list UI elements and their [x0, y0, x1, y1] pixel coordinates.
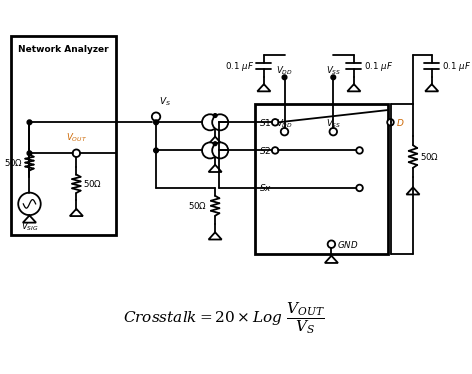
Text: $50\Omega$: $50\Omega$ [420, 151, 439, 162]
Circle shape [329, 128, 337, 135]
Circle shape [154, 120, 159, 125]
Circle shape [152, 113, 160, 121]
Text: $0.1\ \mu F$: $0.1\ \mu F$ [225, 59, 253, 73]
Polygon shape [347, 84, 361, 91]
Text: $V_{DD}$: $V_{DD}$ [276, 118, 293, 131]
Text: $\mathit{Crosstalk} = 20 \times \mathit{Log}\ \dfrac{V_{OUT}}{V_S}$: $\mathit{Crosstalk} = 20 \times \mathit{… [124, 300, 326, 336]
Circle shape [18, 193, 41, 215]
Circle shape [154, 148, 159, 153]
Text: $V_{SIG}$: $V_{SIG}$ [21, 221, 38, 233]
Text: $0.1\ \mu F$: $0.1\ \mu F$ [364, 59, 393, 73]
Polygon shape [209, 137, 222, 144]
Circle shape [202, 114, 218, 130]
Text: $0.1\ \mu F$: $0.1\ \mu F$ [442, 59, 471, 73]
Polygon shape [23, 215, 36, 223]
Text: $50\Omega$: $50\Omega$ [83, 178, 102, 189]
Circle shape [27, 120, 32, 125]
Bar [11, 36, 116, 235]
Circle shape [272, 119, 278, 126]
Text: $S1$: $S1$ [259, 117, 272, 128]
Text: $D$: $D$ [396, 117, 405, 128]
Text: $V_{SS}$: $V_{SS}$ [326, 118, 341, 131]
Polygon shape [70, 209, 83, 216]
Circle shape [213, 114, 217, 117]
Circle shape [73, 150, 80, 157]
Text: Network Analyzer: Network Analyzer [18, 45, 109, 53]
Polygon shape [209, 232, 222, 239]
Text: $50\Omega$: $50\Omega$ [4, 157, 23, 168]
Circle shape [212, 142, 228, 159]
Text: $V_{DD}$: $V_{DD}$ [276, 65, 293, 77]
Circle shape [356, 185, 363, 191]
Polygon shape [406, 187, 420, 194]
Text: $Sx$: $Sx$ [259, 183, 272, 193]
Circle shape [281, 128, 288, 135]
Circle shape [356, 147, 363, 154]
Circle shape [282, 75, 287, 80]
Circle shape [202, 142, 218, 159]
Circle shape [328, 240, 335, 248]
Text: $V_{OUT}$: $V_{OUT}$ [66, 131, 87, 144]
Circle shape [387, 119, 394, 126]
Circle shape [212, 114, 228, 130]
Circle shape [27, 151, 32, 156]
Polygon shape [425, 84, 438, 91]
Circle shape [213, 142, 217, 145]
Text: $S2$: $S2$ [259, 145, 272, 156]
Polygon shape [257, 84, 270, 91]
Bar [254, 104, 388, 254]
Polygon shape [209, 165, 222, 172]
Text: $V_{SS}$: $V_{SS}$ [326, 65, 341, 77]
Circle shape [331, 75, 336, 80]
Circle shape [272, 147, 278, 154]
Text: $50\Omega$: $50\Omega$ [188, 200, 208, 211]
Text: $GND$: $GND$ [337, 239, 358, 250]
Polygon shape [325, 256, 338, 263]
Text: $V_S$: $V_S$ [159, 96, 171, 108]
